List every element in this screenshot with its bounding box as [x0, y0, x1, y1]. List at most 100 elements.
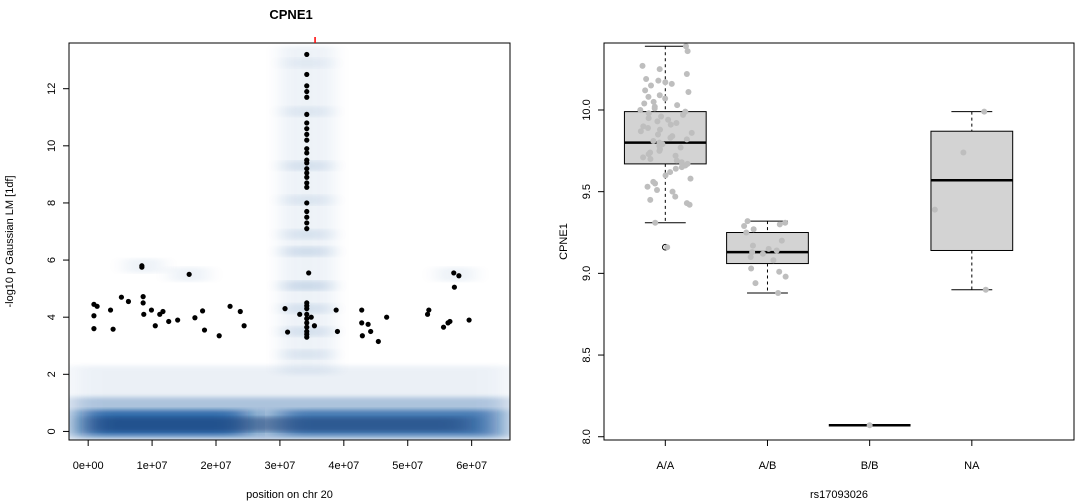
box-na — [930, 111, 1014, 291]
data-point — [686, 201, 693, 208]
data-point — [677, 144, 684, 151]
density-stripe — [283, 57, 332, 69]
data-point — [775, 289, 782, 296]
data-point — [304, 51, 310, 58]
data-point — [662, 95, 669, 102]
data-point — [748, 265, 755, 272]
data-point — [778, 237, 785, 244]
data-point — [304, 146, 310, 152]
data-point — [669, 188, 676, 195]
data-point — [652, 180, 659, 187]
data-point — [304, 320, 310, 326]
data-point — [645, 93, 652, 100]
density-stripe — [283, 246, 332, 257]
data-point — [776, 268, 783, 275]
data-point — [333, 307, 339, 313]
x-tick-label: 3e+07 — [264, 460, 295, 472]
data-point — [672, 165, 679, 172]
data-point — [667, 134, 674, 141]
data-point — [770, 257, 777, 264]
data-point — [166, 318, 172, 325]
data-point — [680, 111, 687, 118]
data-point — [304, 208, 310, 215]
x-tick-label: NA — [964, 460, 980, 472]
data-point — [683, 136, 690, 143]
data-point — [175, 317, 181, 323]
data-point — [687, 175, 694, 182]
data-point — [673, 157, 680, 164]
data-point — [91, 313, 97, 319]
x-tick-label: B/B — [861, 460, 879, 472]
data-point — [451, 284, 457, 290]
data-point — [650, 98, 657, 105]
data-point — [308, 314, 314, 320]
data-point — [654, 118, 661, 125]
data-point — [311, 323, 318, 329]
plot-title: CPNE1 — [269, 7, 312, 22]
data-point — [118, 294, 125, 300]
data-point — [304, 174, 310, 180]
y-tick-label: 9.0 — [581, 266, 593, 281]
data-point — [672, 193, 679, 200]
data-point — [304, 94, 310, 100]
data-point — [304, 226, 310, 232]
data-point — [91, 326, 97, 332]
y-axis: 0 2 4 6 8 10 12 — [46, 83, 70, 434]
data-point — [304, 83, 310, 89]
data-point — [304, 316, 310, 322]
data-point — [674, 102, 681, 109]
density-stripe — [283, 229, 332, 240]
data-point — [749, 242, 756, 249]
data-point — [148, 307, 155, 313]
y-tick-label: 8.0 — [581, 429, 593, 444]
data-point — [637, 128, 644, 135]
data-point — [451, 270, 457, 276]
data-point — [199, 308, 206, 314]
data-point — [304, 120, 310, 126]
data-point — [227, 303, 233, 309]
data-point — [466, 317, 472, 323]
data-point — [645, 115, 652, 122]
data-point — [456, 273, 462, 279]
data-point — [125, 298, 132, 305]
data-point — [359, 307, 365, 313]
data-point — [640, 123, 647, 130]
box-aa — [623, 45, 707, 251]
data-point — [685, 89, 692, 96]
data-point — [741, 222, 748, 229]
data-point — [644, 124, 651, 131]
data-point — [304, 214, 310, 220]
data-point — [743, 229, 750, 236]
y-tick-label: 4 — [46, 314, 58, 320]
data-point — [665, 116, 672, 123]
data-point — [139, 264, 145, 270]
data-point — [654, 131, 661, 138]
y-axis-title: -log10 p Gaussian LM [1df] — [4, 175, 16, 307]
data-point — [639, 62, 646, 69]
data-point — [684, 48, 691, 55]
data-point — [683, 71, 690, 78]
y-tick-label: 9.5 — [581, 184, 593, 199]
x-tick-label: 4e+07 — [328, 460, 359, 472]
data-point — [152, 323, 158, 329]
y-tick-label: 6 — [46, 257, 58, 263]
data-point — [304, 137, 310, 143]
data-point — [648, 82, 655, 89]
data-point — [304, 184, 310, 190]
y-axis-title: CPNE1 — [558, 223, 570, 260]
data-point — [642, 87, 649, 94]
data-point — [960, 149, 967, 156]
data-point — [640, 154, 647, 161]
density-stripe — [283, 349, 332, 360]
data-point — [297, 311, 303, 317]
data-point — [672, 152, 679, 159]
x-axis-title: position on chr 20 — [246, 489, 333, 501]
data-point — [744, 218, 751, 225]
data-point — [426, 307, 432, 313]
boxes — [623, 45, 1014, 427]
y-tick-label: 8 — [46, 200, 58, 206]
manhattan-plot: CPNE1 0e+00 1e+07 2e+07 3e+07 4e+07 5e+07 6e+0… — [4, 7, 511, 501]
data-point — [641, 100, 648, 107]
data-point — [651, 105, 658, 112]
data-point — [982, 286, 989, 293]
